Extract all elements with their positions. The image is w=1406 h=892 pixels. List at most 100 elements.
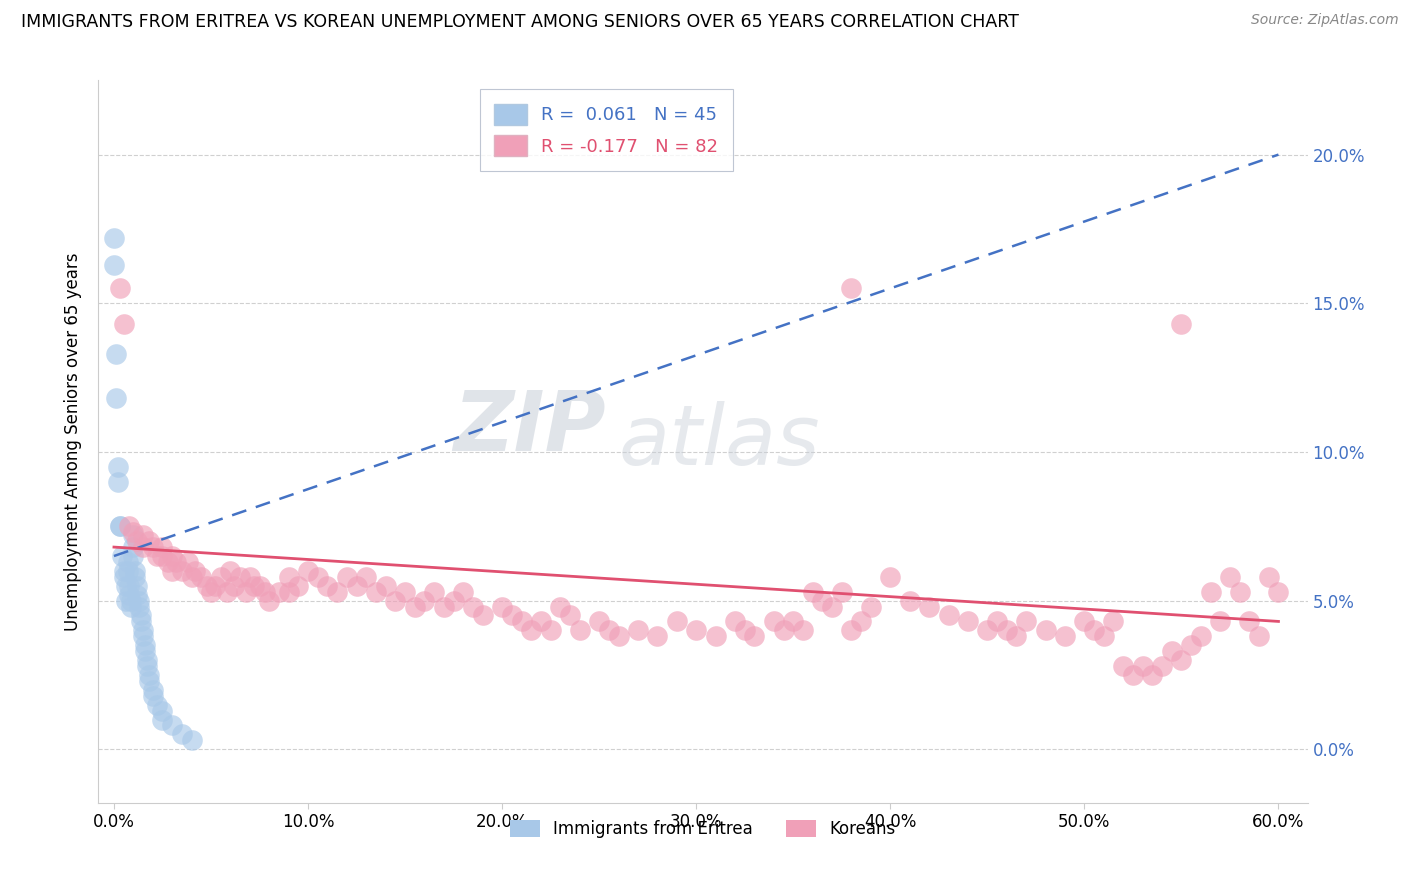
Point: [120, 599, 142, 614]
Point: [127, 588, 149, 602]
Point: [127, 579, 149, 593]
Point: [134, 638, 156, 652]
Point: [501, 608, 523, 623]
Point: [938, 608, 960, 623]
Point: [491, 599, 513, 614]
Point: [104, 347, 127, 361]
Point: [734, 624, 756, 638]
Point: [821, 599, 844, 614]
Point: [190, 570, 212, 584]
Point: [665, 615, 688, 629]
Point: [588, 615, 610, 629]
Point: [254, 584, 277, 599]
Point: [138, 534, 160, 549]
Point: [200, 584, 222, 599]
Point: [1035, 624, 1057, 638]
Point: [242, 579, 264, 593]
Point: [423, 584, 446, 599]
Point: [374, 579, 396, 593]
Point: [394, 584, 416, 599]
Text: ZIP: ZIP: [454, 386, 606, 467]
Point: [607, 629, 630, 643]
Point: [235, 584, 257, 599]
Point: [354, 570, 377, 584]
Point: [138, 673, 160, 688]
Point: [180, 570, 202, 584]
Point: [976, 624, 998, 638]
Point: [142, 682, 165, 697]
Point: [114, 593, 136, 607]
Point: [453, 584, 475, 599]
Point: [152, 713, 174, 727]
Point: [219, 564, 242, 578]
Point: [1142, 668, 1164, 682]
Point: [898, 593, 921, 607]
Point: [108, 519, 131, 533]
Text: IMMIGRANTS FROM ERITREA VS KOREAN UNEMPLOYMENT AMONG SENIORS OVER 65 YEARS CORRE: IMMIGRANTS FROM ERITREA VS KOREAN UNEMPL…: [21, 13, 1019, 31]
Point: [744, 629, 766, 643]
Point: [598, 624, 620, 638]
Y-axis label: Unemployment Among Seniors over 65 years: Unemployment Among Seniors over 65 years: [65, 252, 83, 631]
Point: [851, 615, 873, 629]
Point: [1053, 629, 1076, 643]
Point: [124, 570, 146, 584]
Point: [108, 519, 131, 533]
Point: [145, 549, 167, 563]
Point: [267, 584, 290, 599]
Point: [471, 608, 494, 623]
Point: [249, 579, 271, 593]
Point: [138, 668, 160, 682]
Point: [346, 579, 368, 593]
Point: [215, 584, 238, 599]
Point: [550, 599, 572, 614]
Point: [114, 579, 136, 593]
Point: [918, 599, 941, 614]
Point: [112, 570, 135, 584]
Point: [443, 593, 465, 607]
Point: [520, 624, 543, 638]
Point: [134, 644, 156, 658]
Point: [841, 281, 863, 295]
Point: [152, 549, 174, 563]
Point: [307, 570, 329, 584]
Point: [811, 593, 834, 607]
Point: [1092, 629, 1115, 643]
Point: [157, 555, 180, 569]
Point: [792, 624, 814, 638]
Point: [1180, 638, 1202, 652]
Point: [1005, 629, 1028, 643]
Point: [142, 689, 165, 703]
Point: [685, 624, 707, 638]
Point: [859, 599, 882, 614]
Point: [118, 579, 141, 593]
Point: [129, 608, 152, 623]
Point: [103, 258, 125, 272]
Text: atlas: atlas: [619, 401, 820, 482]
Point: [112, 317, 135, 331]
Point: [128, 599, 150, 614]
Point: [170, 727, 193, 741]
Point: [801, 584, 824, 599]
Point: [165, 555, 187, 569]
Point: [287, 579, 309, 593]
Point: [413, 593, 436, 607]
Point: [1132, 659, 1154, 673]
Point: [1239, 615, 1261, 629]
Point: [1229, 584, 1251, 599]
Point: [433, 599, 456, 614]
Point: [107, 459, 129, 474]
Point: [132, 528, 155, 542]
Point: [1160, 644, 1182, 658]
Point: [224, 579, 246, 593]
Point: [762, 615, 785, 629]
Point: [364, 584, 387, 599]
Point: [277, 584, 299, 599]
Point: [160, 549, 183, 563]
Point: [1073, 615, 1095, 629]
Point: [1083, 624, 1105, 638]
Point: [122, 528, 145, 542]
Point: [257, 593, 280, 607]
Point: [724, 615, 747, 629]
Point: [160, 718, 183, 732]
Point: [117, 564, 139, 578]
